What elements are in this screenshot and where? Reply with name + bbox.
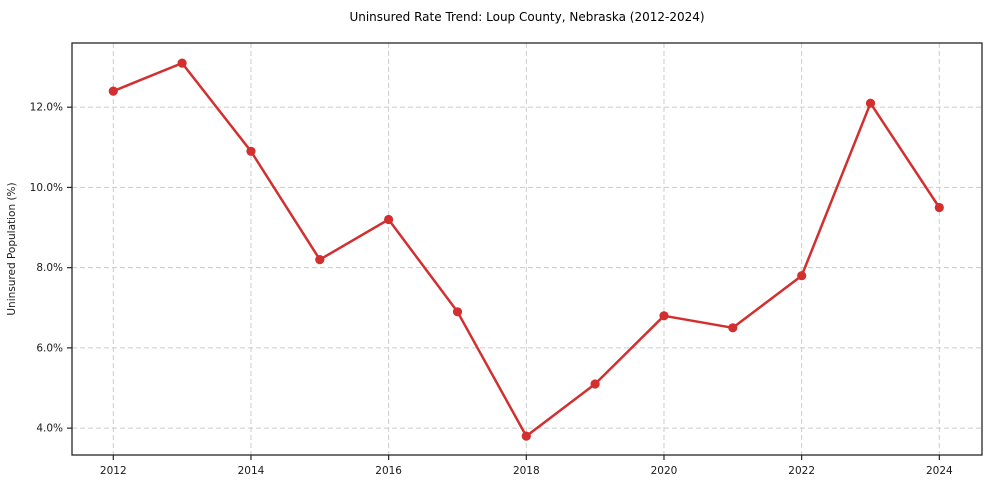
x-tick-label: 2014 <box>238 465 265 477</box>
y-tick-label: 12.0% <box>30 102 63 114</box>
data-point-marker <box>521 431 531 441</box>
x-tick-label: 2012 <box>100 465 127 477</box>
x-tick-label: 2016 <box>375 465 402 477</box>
axes-frame-layer <box>71 42 983 456</box>
data-point-marker <box>315 255 325 265</box>
chart-title: Uninsured Rate Trend: Loup County, Nebra… <box>349 10 704 24</box>
data-point-marker <box>177 58 187 68</box>
data-point-marker <box>728 323 738 333</box>
data-point-marker <box>934 202 944 213</box>
x-tick-label: 2022 <box>788 465 815 477</box>
y-tick-label: 8.0% <box>36 262 63 274</box>
x-tick-label: 2024 <box>926 465 953 477</box>
data-point-marker <box>108 86 118 96</box>
data-point-marker <box>865 98 876 108</box>
data-point-marker <box>384 214 394 225</box>
x-tick-label: 2018 <box>513 465 540 477</box>
grid-layer <box>72 43 982 455</box>
data-point-marker <box>659 311 669 321</box>
data-point-marker <box>452 307 463 317</box>
plot-border <box>71 42 983 456</box>
tick-layer: 2012 2014 2016 2018 2020 2022 2024 4.0% 6.0% 8.0%… <box>30 102 953 477</box>
y-axis-label: Uninsured Population (%) <box>6 182 18 315</box>
data-series-layer <box>108 58 944 441</box>
y-tick-label: 4.0% <box>36 423 63 435</box>
x-tick-label: 2020 <box>651 465 678 477</box>
data-point-marker <box>246 146 256 156</box>
data-point-marker <box>797 271 807 281</box>
y-tick-label: 10.0% <box>30 182 63 194</box>
data-point-marker <box>590 379 600 389</box>
y-tick-label: 6.0% <box>36 342 63 354</box>
